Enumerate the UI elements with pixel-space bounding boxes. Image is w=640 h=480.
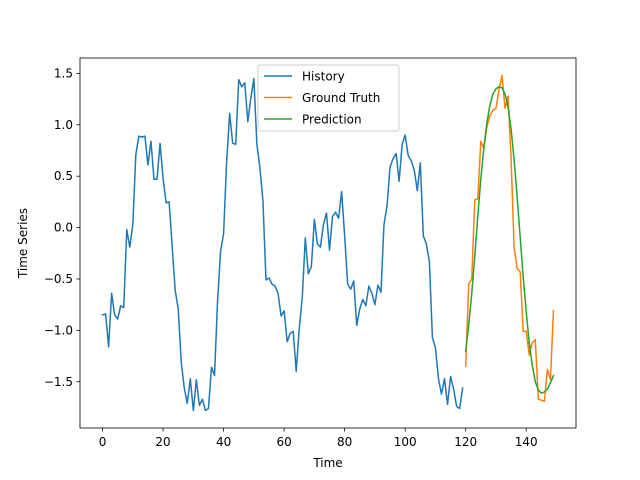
y-tick-label: 1.0 xyxy=(54,118,73,132)
series-line-prediction xyxy=(464,86,555,394)
x-tick-label: 20 xyxy=(155,435,170,449)
series-line-history xyxy=(101,77,464,412)
x-tick-label: 40 xyxy=(216,435,231,449)
series-layer xyxy=(101,74,555,412)
y-tick-label: −1.5 xyxy=(44,375,73,389)
labels-layer: Time Time Series xyxy=(16,208,343,470)
legend-label-ground-truth: Ground Truth xyxy=(302,91,380,105)
legend-box xyxy=(257,64,400,132)
legend: History Ground Truth Prediction xyxy=(257,64,400,132)
y-axis-label: Time Series xyxy=(16,208,30,279)
y-tick-label: 1.5 xyxy=(54,66,73,80)
plot-frame xyxy=(79,57,577,429)
legend-label-prediction: Prediction xyxy=(302,113,362,127)
axes-layer: 0 20 40 60 80 100 120 140 −1.5 −1.0 −0.5 0.0 0.5 1.0 1… xyxy=(44,66,538,449)
y-tick-label: −0.5 xyxy=(44,272,73,286)
x-tick-label: 100 xyxy=(394,435,417,449)
x-tick-label: 60 xyxy=(276,435,291,449)
x-axis-label: Time xyxy=(312,456,342,470)
x-tick-label: 140 xyxy=(515,435,538,449)
y-tick-label: 0.0 xyxy=(54,221,73,235)
series-line-ground-truth xyxy=(464,74,555,403)
x-tick-label: 80 xyxy=(337,435,352,449)
x-tick-label: 0 xyxy=(99,435,107,449)
legend-label-history: History xyxy=(302,70,345,84)
x-tick-label: 120 xyxy=(454,435,477,449)
y-tick-label: −1.0 xyxy=(44,323,73,337)
y-tick-label: 0.5 xyxy=(54,169,73,183)
